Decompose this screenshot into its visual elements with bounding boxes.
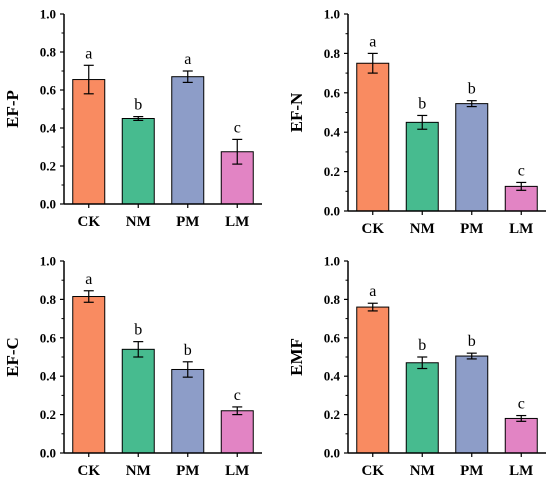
significance-label: a <box>184 51 191 68</box>
bar-lm <box>220 410 254 454</box>
y-tick-label: 0.6 <box>324 330 341 345</box>
x-tick-label: NM <box>410 463 435 479</box>
y-tick-label: 1.0 <box>40 7 56 22</box>
y-tick-label: 0.4 <box>40 121 57 136</box>
y-tick-label: 1.0 <box>40 254 56 269</box>
bar-nm <box>121 348 155 454</box>
y-tick-label: 1.0 <box>324 254 340 269</box>
significance-label: c <box>234 387 241 404</box>
significance-label: a <box>369 283 376 300</box>
significance-label: b <box>134 97 142 114</box>
y-axis-title: EMF <box>287 338 306 376</box>
significance-label: a <box>85 45 92 62</box>
y-tick-label: 1.0 <box>324 7 340 22</box>
bar-ck <box>356 62 390 212</box>
significance-label: b <box>418 337 426 354</box>
x-tick-label: CK <box>78 214 101 230</box>
x-tick-label: PM <box>460 221 483 237</box>
bar-nm <box>405 121 439 212</box>
y-tick-label: 0.4 <box>324 369 341 384</box>
y-tick-label: 0.4 <box>324 125 341 140</box>
significance-label: b <box>418 95 426 112</box>
y-axis-title: EF-P <box>3 90 22 128</box>
x-tick-label: PM <box>176 214 199 230</box>
x-tick-label: CK <box>362 221 385 237</box>
bar-lm <box>504 417 538 454</box>
significance-label: b <box>184 342 192 359</box>
x-tick-label: CK <box>78 463 101 479</box>
bar-ck <box>72 296 106 454</box>
significance-label: b <box>468 333 476 350</box>
bar-nm <box>121 118 155 205</box>
significance-label: c <box>518 396 525 413</box>
bar-ck <box>72 79 106 205</box>
y-tick-label: 0.6 <box>40 83 57 98</box>
y-tick-label: 0.8 <box>324 46 341 61</box>
chart-panel-3: a b b c 0.0 0.2 0.4 0.6 0.8 1.0 CK NM PM LM EF-C <box>3 254 262 479</box>
x-tick-label: LM <box>509 221 533 237</box>
significance-label: a <box>85 271 92 288</box>
y-tick-label: 0.8 <box>40 45 57 60</box>
chart-panel-1: a b a c 0.0 0.2 0.4 0.6 0.8 1.0 CK NM PM LM EF-P <box>3 7 262 230</box>
y-tick-label: 0.8 <box>40 292 57 307</box>
x-tick-label: NM <box>126 214 151 230</box>
y-tick-label: 0.6 <box>40 330 57 345</box>
bar-pm <box>455 355 489 454</box>
significance-label: b <box>134 322 142 339</box>
x-tick-label: LM <box>225 463 249 479</box>
y-tick-label: 0.2 <box>40 159 56 174</box>
chart-panel-2: a b b c 0.0 0.2 0.4 0.6 0.8 1.0 CK NM PM LM EF-N <box>287 7 546 237</box>
y-tick-label: 0.8 <box>324 292 341 307</box>
significance-label: a <box>369 33 376 50</box>
y-tick-label: 0.2 <box>40 407 56 422</box>
x-tick-label: PM <box>460 463 483 479</box>
bar-pm <box>171 368 205 454</box>
bar-ck <box>356 306 390 454</box>
y-axis-title: EF-C <box>3 337 22 377</box>
y-axis-title: EF-N <box>287 92 306 132</box>
x-tick-label: LM <box>509 463 533 479</box>
significance-label: c <box>234 119 241 136</box>
y-tick-label: 0.6 <box>324 85 341 100</box>
bar-pm <box>455 103 489 212</box>
x-tick-label: NM <box>410 221 435 237</box>
bar-pm <box>171 76 205 205</box>
chart-panel-4: a b b c 0.0 0.2 0.4 0.6 0.8 1.0 CK NM PM LM EMF <box>287 254 546 479</box>
x-tick-label: PM <box>176 463 199 479</box>
x-tick-label: LM <box>225 214 249 230</box>
y-tick-label: 0.4 <box>40 369 57 384</box>
y-tick-label: 0.2 <box>324 164 340 179</box>
y-tick-label: 0.0 <box>40 446 56 461</box>
y-tick-label: 0.2 <box>324 407 340 422</box>
y-tick-label: 0.0 <box>324 204 340 219</box>
significance-label: b <box>468 81 476 98</box>
x-tick-label: CK <box>362 463 385 479</box>
y-tick-label: 0.0 <box>40 197 56 212</box>
bar-nm <box>405 362 439 454</box>
significance-label: c <box>518 162 525 179</box>
x-tick-label: NM <box>126 463 151 479</box>
y-tick-label: 0.0 <box>324 446 340 461</box>
